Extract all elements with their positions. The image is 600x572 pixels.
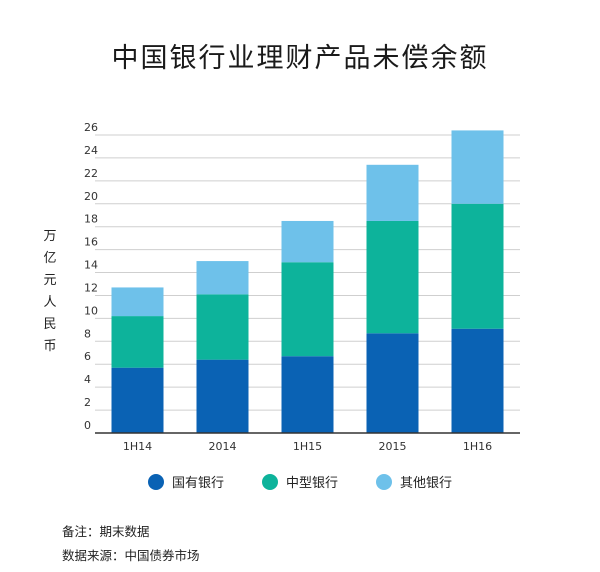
legend-item: 其他银行 [376, 472, 452, 491]
bar-segment [366, 333, 419, 433]
legend-swatch [262, 473, 279, 490]
bar-segment [196, 359, 249, 433]
y-tick-label: 24 [84, 144, 98, 157]
bar-segment [196, 294, 249, 360]
bar-segment [366, 220, 419, 334]
y-tick-label: 14 [84, 259, 98, 272]
y-tick-label: 6 [84, 350, 91, 363]
legend-item: 中型银行 [262, 472, 338, 491]
y-tick-label: 4 [84, 373, 91, 386]
legend-label: 国有银行 [172, 476, 225, 491]
legend-label: 其他银行 [400, 476, 453, 491]
y-axis-label: 万亿元人民币 [43, 226, 57, 358]
legend-swatch [148, 473, 164, 490]
footnotes: 备注：期末数据 数据来源：中国债券市场 [62, 520, 200, 568]
bar-segment [366, 164, 419, 221]
bar-segment [451, 203, 504, 329]
x-tick-label: 1H14 [123, 440, 152, 453]
y-tick-label: 8 [84, 327, 91, 340]
bar-segment [281, 220, 334, 263]
y-tick-label: 10 [84, 304, 98, 317]
bar-segment [111, 316, 164, 368]
y-tick-label: 26 [84, 121, 98, 134]
legend-label: 中型银行 [286, 476, 339, 491]
bar-segment [196, 261, 249, 295]
x-tick-label: 2014 [209, 440, 237, 453]
source-text: 数据来源：中国债券市场 [62, 548, 200, 563]
y-tick-label: 0 [84, 419, 91, 432]
chart-title: 中国银行业理财产品未偿余额 [111, 43, 489, 74]
legend-item: 国有银行 [148, 472, 224, 491]
x-tick-labels: 1H14 2014 1H15 2015 1H16 [123, 440, 492, 453]
x-tick-label: 2015 [379, 440, 407, 453]
x-tick-label: 1H15 [293, 440, 322, 453]
note-text: 备注：期末数据 [62, 524, 150, 539]
y-axis-label-text: 万亿元人民币 [43, 229, 57, 354]
bars [111, 130, 504, 433]
legend-swatch [376, 473, 393, 490]
y-tick-label: 22 [84, 167, 98, 180]
x-tick-label: 1H16 [463, 440, 492, 453]
y-tick-label: 20 [84, 190, 98, 203]
bar-segment [281, 262, 334, 357]
y-tick-label: 18 [84, 213, 98, 226]
legend: 国有银行 中型银行 其他银行 [148, 472, 452, 491]
bar-segment [111, 287, 164, 317]
bar-segment [281, 356, 334, 433]
y-tick-label: 16 [84, 236, 98, 249]
y-tick-label: 12 [84, 281, 98, 294]
bar-segment [451, 130, 504, 204]
bar-segment [451, 328, 504, 433]
y-tick-label: 2 [84, 396, 91, 409]
bar-segment [111, 367, 164, 433]
